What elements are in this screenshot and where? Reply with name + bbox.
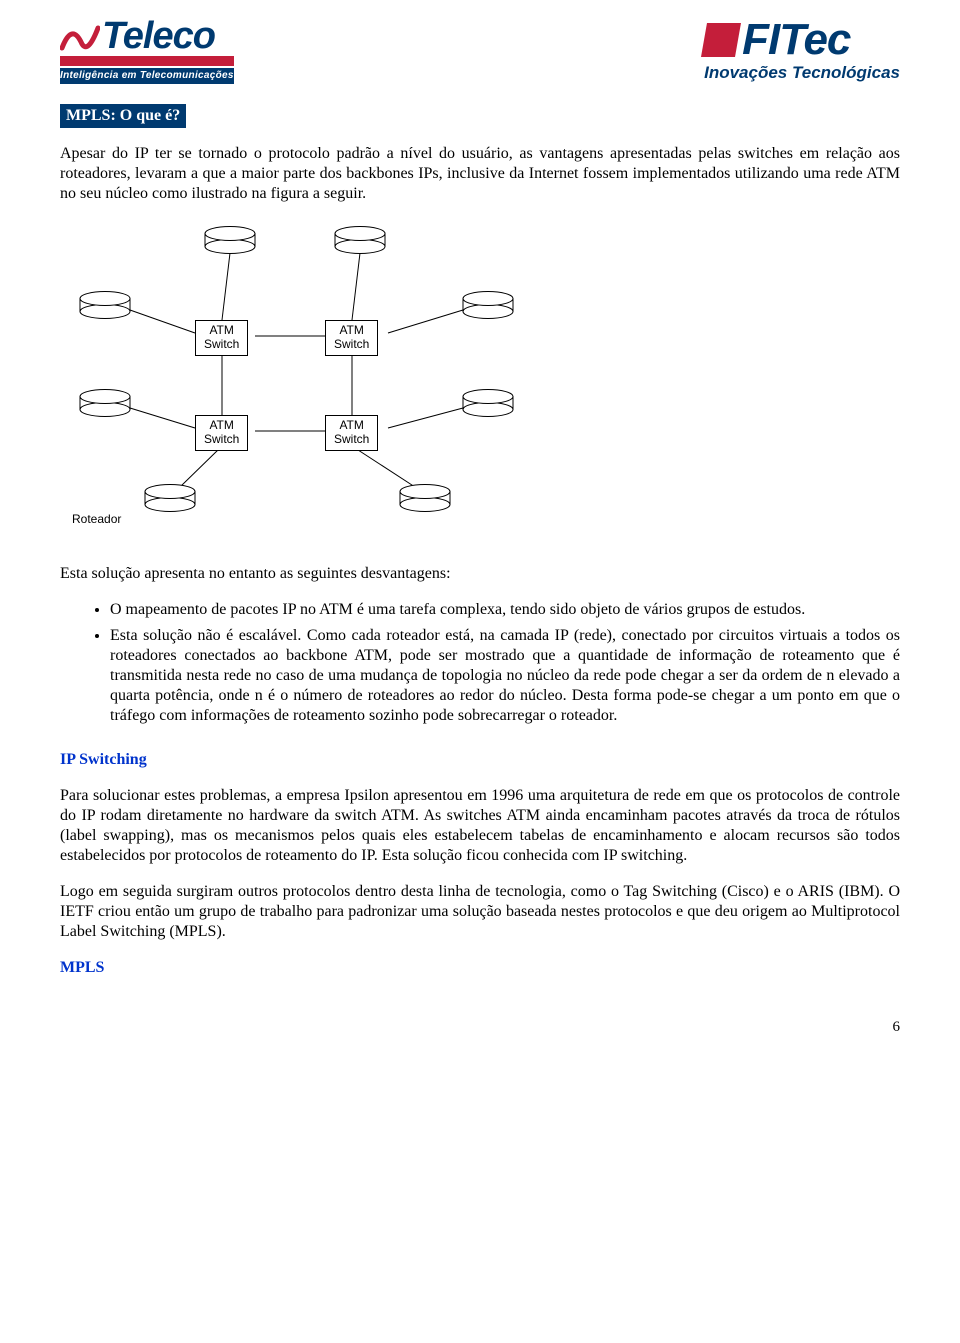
fitec-square-icon bbox=[701, 23, 741, 57]
list-item: Esta solução não é escalável. Como cada … bbox=[110, 626, 900, 726]
section-title: MPLS: O que é? bbox=[60, 104, 186, 128]
teleco-logo: Teleco bbox=[60, 20, 234, 52]
teleco-bar bbox=[60, 56, 234, 66]
page-number: 6 bbox=[60, 1018, 900, 1037]
fitec-logo: FITec bbox=[704, 20, 900, 60]
teleco-name: Teleco bbox=[102, 20, 215, 52]
atm-switch-node: ATMSwitch bbox=[195, 415, 248, 451]
atm-diagram-wrap: ATMSwitch ATMSwitch ATMSwitch ATMSwitch Rote… bbox=[60, 220, 900, 540]
fitec-name: FITec bbox=[742, 20, 850, 60]
teleco-tagline: Inteligência em Telecomunicações bbox=[60, 68, 234, 84]
list-item: O mapeamento de pacotes IP no ATM é uma … bbox=[110, 600, 900, 620]
router-label: Roteador bbox=[72, 512, 121, 527]
disadvantages-intro: Esta solução apresenta no entanto as seg… bbox=[60, 564, 900, 584]
atm-switch-node: ATMSwitch bbox=[325, 415, 378, 451]
teleco-wave-icon bbox=[60, 20, 100, 52]
disadvantages-list: O mapeamento de pacotes IP no ATM é uma … bbox=[60, 600, 900, 726]
atm-switch-node: ATMSwitch bbox=[195, 320, 248, 356]
teleco-logo-block: Teleco Inteligência em Telecomunicações bbox=[60, 20, 234, 84]
ip-switching-para-2: Logo em seguida surgiram outros protocol… bbox=[60, 882, 900, 942]
subheading-mpls: MPLS bbox=[60, 958, 900, 978]
fitec-logo-block: FITec Inovações Tecnológicas bbox=[704, 20, 900, 83]
page-header: Teleco Inteligência em Telecomunicações … bbox=[60, 20, 900, 84]
subheading-ip-switching: IP Switching bbox=[60, 750, 900, 770]
ip-switching-para-1: Para solucionar estes problemas, a empre… bbox=[60, 786, 900, 866]
diagram-svg bbox=[70, 220, 540, 540]
atm-network-diagram: ATMSwitch ATMSwitch ATMSwitch ATMSwitch Rote… bbox=[70, 220, 540, 540]
fitec-tagline: Inovações Tecnológicas bbox=[704, 62, 900, 83]
intro-paragraph: Apesar do IP ter se tornado o protocolo … bbox=[60, 144, 900, 204]
atm-switch-node: ATMSwitch bbox=[325, 320, 378, 356]
